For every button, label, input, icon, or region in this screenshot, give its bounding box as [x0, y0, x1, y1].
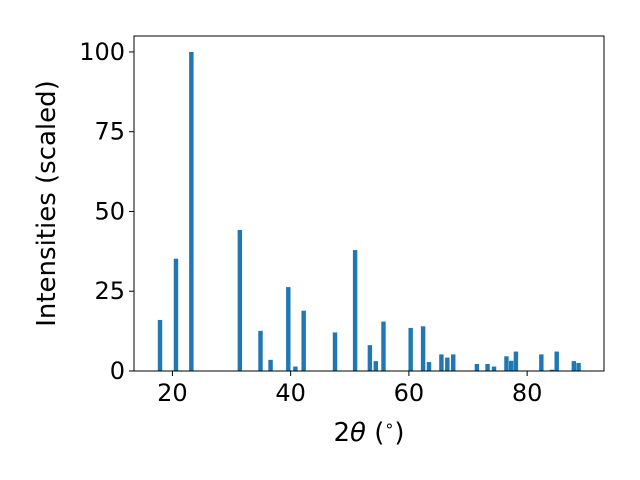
x-axis-label-unit: ∘	[384, 416, 394, 435]
x-axis-label-symbol: θ	[350, 418, 366, 448]
bar	[301, 310, 306, 371]
bar	[439, 354, 444, 371]
bar	[189, 51, 194, 371]
bar	[426, 362, 432, 371]
x-axis-label-suffix: (	[366, 418, 384, 448]
bar	[381, 321, 386, 371]
y-axis-label: Intensities (scaled)	[32, 80, 62, 327]
x-axis-label-prefix: 2	[333, 418, 350, 448]
x-tick-label: 20	[157, 379, 188, 407]
bar	[373, 361, 379, 371]
bar	[367, 345, 373, 371]
bar	[445, 357, 450, 371]
bar	[549, 369, 555, 371]
bar	[539, 354, 544, 371]
x-axis: 20 40 60 80	[157, 371, 542, 407]
x-axis-label: 2θ (∘)	[333, 416, 404, 448]
bar	[420, 326, 426, 371]
bar	[508, 360, 514, 371]
bar	[332, 332, 338, 371]
bar	[157, 319, 163, 371]
bar	[173, 258, 179, 371]
bar	[286, 287, 291, 371]
bar	[576, 363, 581, 371]
bar	[491, 366, 497, 371]
y-tick-label: 75	[94, 118, 125, 146]
bar	[352, 250, 358, 371]
bar-group	[157, 51, 581, 371]
bar	[554, 351, 559, 371]
bar	[504, 356, 509, 371]
y-tick-label: 100	[79, 38, 125, 66]
bar	[293, 366, 298, 371]
bar	[451, 354, 456, 371]
bar	[485, 363, 490, 371]
x-axis-label-close: )	[394, 418, 404, 448]
bar	[268, 359, 273, 371]
x-tick-label: 60	[394, 379, 425, 407]
bar	[571, 361, 577, 371]
y-tick-label: 25	[94, 277, 125, 305]
bar	[258, 330, 263, 371]
y-axis: 0 25 50 75 100	[79, 38, 134, 385]
plot-frame	[133, 35, 605, 372]
bar	[237, 229, 243, 371]
bar	[474, 363, 480, 371]
bar	[408, 327, 413, 371]
y-tick-label: 50	[94, 197, 125, 225]
x-tick-label: 40	[275, 379, 306, 407]
y-tick-label: 0	[110, 357, 125, 385]
x-tick-label: 80	[512, 379, 543, 407]
bar	[513, 351, 519, 371]
